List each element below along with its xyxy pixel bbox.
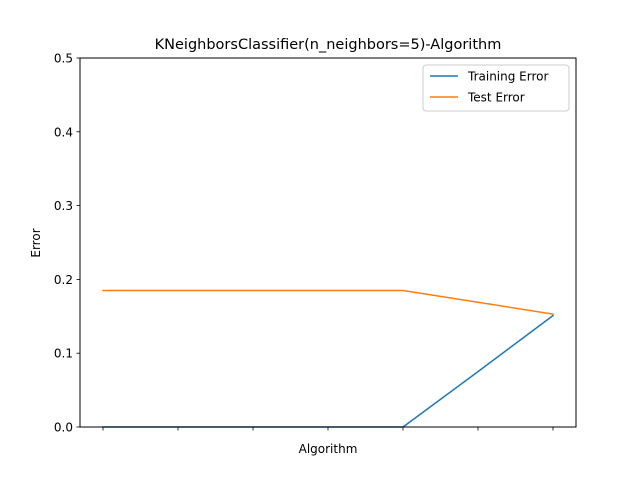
y-axis-label: Error xyxy=(29,228,43,257)
y-tick-label: 0.5 xyxy=(54,52,73,66)
y-tick-label: 0.3 xyxy=(54,199,73,213)
legend: Training Error Test Error xyxy=(422,64,570,112)
axes-frame xyxy=(79,57,577,428)
x-axis-label: Algorithm xyxy=(299,442,358,456)
series-line-test-error xyxy=(102,289,554,315)
chart-title: KNeighborsClassifier(n_neighbors=5)-Algo… xyxy=(155,37,502,53)
legend-label-test-error: Test Error xyxy=(467,91,525,105)
y-axis-ticks: 0.0 0.1 0.2 0.3 0.4 0.5 xyxy=(54,52,80,435)
legend-label-training-error: Training Error xyxy=(467,70,548,84)
y-tick-label: 0.2 xyxy=(54,273,73,287)
y-tick-label: 0.0 xyxy=(54,421,73,435)
y-tick-label: 0.4 xyxy=(54,125,73,139)
legend-box xyxy=(422,64,570,112)
y-tick-label: 0.1 xyxy=(54,347,73,361)
